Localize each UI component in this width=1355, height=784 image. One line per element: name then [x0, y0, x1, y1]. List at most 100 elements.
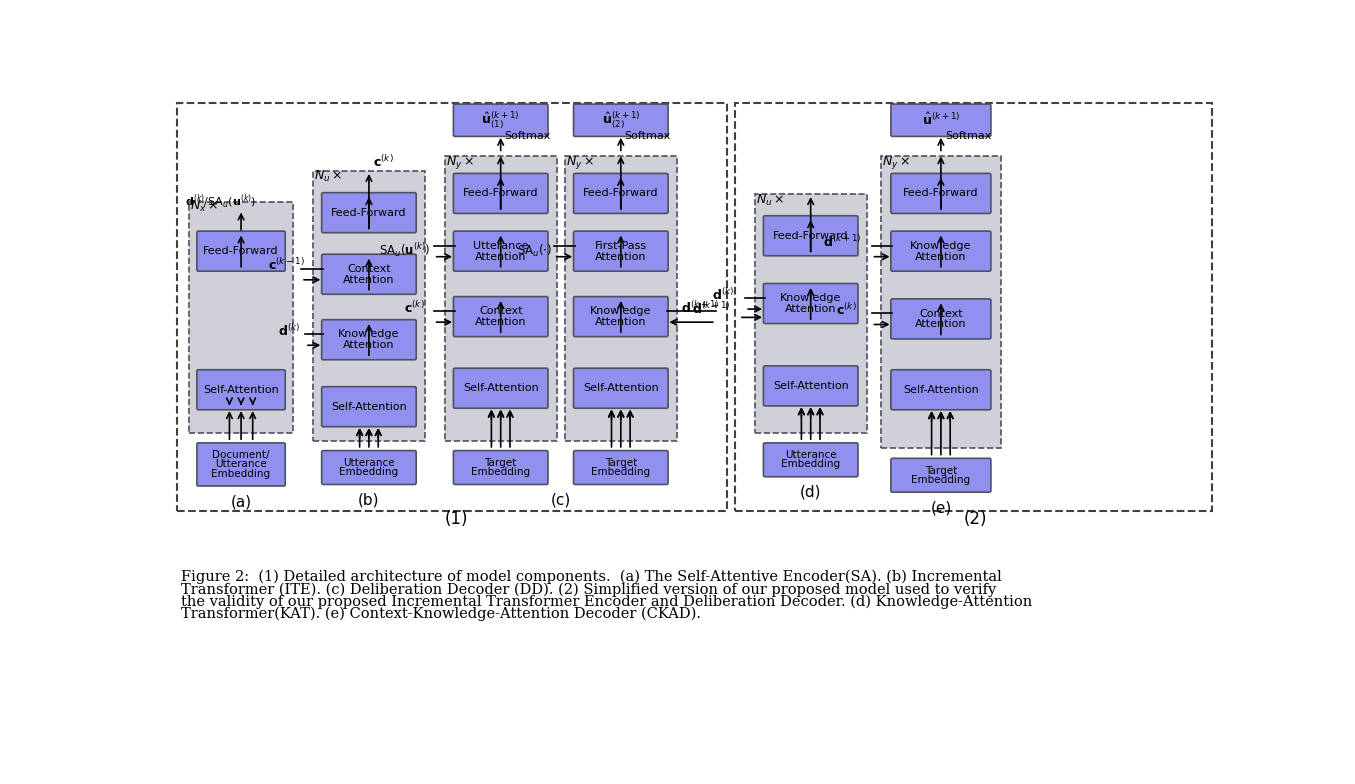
Text: Document/: Document/ [213, 450, 270, 460]
Text: $\mathbf{d}^{(k+1)}$: $\mathbf{d}^{(k+1)}$ [822, 234, 862, 250]
Text: Figure 2:  (1) Detailed architecture of model components.  (a) The Self-Attentiv: Figure 2: (1) Detailed architecture of m… [182, 570, 1001, 584]
Text: Attention: Attention [915, 319, 966, 329]
Text: $\mathbf{c}^{(k)}$: $\mathbf{c}^{(k)}$ [404, 299, 425, 316]
Text: $N_u\times$: $N_u\times$ [756, 192, 785, 208]
Text: (e): (e) [931, 500, 951, 515]
Text: Feed-Forward: Feed-Forward [904, 188, 978, 198]
FancyBboxPatch shape [454, 173, 547, 213]
Text: Context: Context [347, 264, 390, 274]
Text: Utterance: Utterance [473, 241, 528, 251]
Text: $\hat{\mathbf{u}}_{(1)}^{(k+1)}$: $\hat{\mathbf{u}}_{(1)}^{(k+1)}$ [481, 110, 520, 131]
Text: $\mathbf{d}^{(k)}$: $\mathbf{d}^{(k)}$ [278, 323, 299, 339]
FancyBboxPatch shape [321, 320, 416, 360]
FancyBboxPatch shape [763, 284, 858, 324]
Text: Embedding: Embedding [339, 467, 398, 477]
Text: $\mathbf{d}^{(k)}/\mathrm{SA}_u(\mathbf{u}^{(k)})$: $\mathbf{d}^{(k)}/\mathrm{SA}_u(\mathbf{… [184, 193, 256, 211]
Text: Knowledge: Knowledge [780, 293, 841, 303]
Text: Knowledge: Knowledge [591, 307, 652, 316]
Text: Self-Attention: Self-Attention [331, 401, 406, 412]
FancyBboxPatch shape [890, 231, 991, 271]
Text: Embedding: Embedding [780, 459, 840, 470]
Text: Target: Target [924, 466, 957, 476]
Bar [736, 103, 1211, 511]
Text: Self-Attention: Self-Attention [902, 385, 978, 395]
Text: $\mathbf{d}^{(k)}$: $\mathbf{d}^{(k)}$ [711, 287, 734, 303]
Text: (a): (a) [230, 494, 252, 509]
Text: $\mathrm{SA}_u(\cdot)$: $\mathrm{SA}_u(\cdot)$ [516, 243, 551, 259]
Bar [565, 156, 678, 441]
FancyBboxPatch shape [763, 366, 858, 406]
Text: Self-Attention: Self-Attention [583, 383, 659, 394]
FancyBboxPatch shape [196, 231, 286, 271]
Text: Feed-Forward: Feed-Forward [583, 188, 659, 198]
FancyBboxPatch shape [321, 193, 416, 233]
Text: $\mathbf{d}^{(k+1)}$: $\mathbf{d}^{(k+1)}$ [692, 300, 732, 317]
Text: (b): (b) [358, 492, 379, 507]
Text: (1): (1) [444, 510, 467, 528]
FancyBboxPatch shape [321, 254, 416, 294]
Text: Feed-Forward: Feed-Forward [203, 246, 279, 256]
Text: Embedding: Embedding [912, 475, 970, 485]
Text: Attention: Attention [595, 317, 646, 327]
Text: Knowledge: Knowledge [911, 241, 972, 251]
Text: First-Pass: First-Pass [595, 241, 646, 251]
FancyBboxPatch shape [763, 216, 858, 256]
FancyBboxPatch shape [454, 451, 547, 485]
Text: (2): (2) [963, 510, 988, 528]
Text: Self-Attention: Self-Attention [772, 381, 848, 391]
Text: Feed-Forward: Feed-Forward [772, 230, 848, 241]
Bar [755, 194, 867, 433]
FancyBboxPatch shape [321, 387, 416, 426]
Text: $N_y\times$: $N_y\times$ [882, 154, 911, 171]
Text: Target: Target [485, 458, 516, 468]
Text: Softmax: Softmax [625, 131, 671, 141]
Text: Self-Attention: Self-Attention [203, 385, 279, 395]
Bar [188, 202, 294, 433]
Text: $N_y\times$: $N_y\times$ [446, 154, 474, 171]
FancyBboxPatch shape [454, 368, 547, 408]
FancyBboxPatch shape [573, 231, 668, 271]
FancyBboxPatch shape [890, 370, 991, 410]
Text: $\mathbf{c}^{(k)}$: $\mathbf{c}^{(k)}$ [836, 302, 856, 318]
Text: $N_u\times$: $N_u\times$ [314, 169, 343, 184]
Text: Attention: Attention [915, 252, 966, 262]
Text: (d): (d) [799, 485, 821, 499]
FancyBboxPatch shape [196, 443, 286, 486]
FancyBboxPatch shape [573, 451, 668, 485]
Bar [881, 156, 1001, 448]
Text: Softmax: Softmax [504, 131, 551, 141]
Text: $\mathbf{c}^{(k-1)}$: $\mathbf{c}^{(k-1)}$ [268, 257, 305, 274]
FancyBboxPatch shape [890, 104, 991, 136]
Text: Transformer(KAT). (e) Context-Knowledge-Attention Decoder (CKAD).: Transformer(KAT). (e) Context-Knowledge-… [182, 607, 701, 621]
FancyBboxPatch shape [321, 451, 416, 485]
Text: Attention: Attention [476, 317, 527, 327]
Text: Attention: Attention [785, 304, 836, 314]
Text: Context: Context [919, 309, 962, 318]
Text: Feed-Forward: Feed-Forward [463, 188, 538, 198]
Text: Context: Context [478, 307, 523, 316]
Bar [178, 103, 728, 511]
Text: Embedding: Embedding [591, 467, 650, 477]
Bar [444, 156, 557, 441]
Text: $\hat{\mathbf{u}}_{(2)}^{(k+1)}$: $\hat{\mathbf{u}}_{(2)}^{(k+1)}$ [602, 110, 640, 131]
Text: $\hat{\mathbf{u}}^{(k+1)}$: $\hat{\mathbf{u}}^{(k+1)}$ [921, 112, 961, 129]
Text: $N_y\times$: $N_y\times$ [566, 154, 595, 171]
Text: Attention: Attention [343, 340, 394, 350]
Text: $\mathbf{c}^{(k)}$: $\mathbf{c}^{(k)}$ [373, 154, 393, 170]
Text: Self-Attention: Self-Attention [463, 383, 538, 394]
Text: $\mathrm{SA}_u(\mathbf{u}^{(k)})$: $\mathrm{SA}_u(\mathbf{u}^{(k)})$ [378, 241, 430, 259]
FancyBboxPatch shape [763, 443, 858, 477]
Text: Embedding: Embedding [472, 467, 530, 477]
Text: Feed-Forward: Feed-Forward [331, 208, 406, 218]
Text: Softmax: Softmax [944, 131, 991, 141]
Text: $\mathbf{d}^{(k+1)}$: $\mathbf{d}^{(k+1)}$ [680, 299, 720, 316]
FancyBboxPatch shape [454, 231, 547, 271]
FancyBboxPatch shape [573, 296, 668, 336]
Text: $N_x\times$: $N_x\times$ [190, 198, 218, 214]
Text: Utterance: Utterance [215, 459, 267, 470]
Bar [313, 171, 425, 441]
Text: the validity of our proposed Incremental Transformer Encoder and Deliberation De: the validity of our proposed Incremental… [182, 594, 1033, 609]
FancyBboxPatch shape [573, 368, 668, 408]
Text: Attention: Attention [595, 252, 646, 262]
FancyBboxPatch shape [573, 104, 668, 136]
